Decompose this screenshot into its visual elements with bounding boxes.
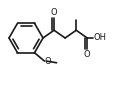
Text: O: O: [45, 57, 52, 66]
Text: O: O: [84, 50, 91, 59]
Text: OH: OH: [93, 34, 106, 43]
Text: O: O: [51, 8, 57, 17]
